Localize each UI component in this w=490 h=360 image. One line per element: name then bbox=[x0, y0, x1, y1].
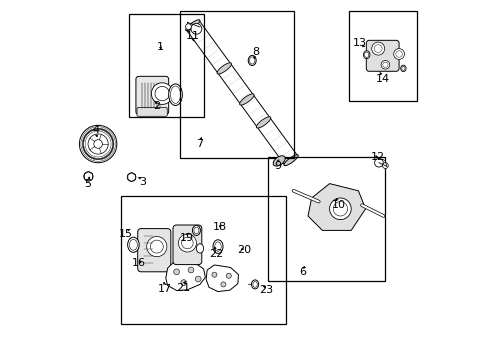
Text: 19: 19 bbox=[180, 233, 194, 243]
Circle shape bbox=[212, 272, 217, 277]
Text: 21: 21 bbox=[176, 283, 190, 293]
Circle shape bbox=[150, 240, 163, 253]
Text: 1: 1 bbox=[157, 42, 164, 52]
Bar bbox=[180, 11, 294, 158]
Text: 4: 4 bbox=[92, 125, 99, 135]
FancyBboxPatch shape bbox=[367, 40, 399, 71]
Text: 20: 20 bbox=[237, 245, 251, 255]
Text: 9: 9 bbox=[274, 161, 281, 171]
Circle shape bbox=[84, 172, 93, 181]
Bar bbox=[121, 196, 286, 324]
Ellipse shape bbox=[240, 94, 254, 105]
Circle shape bbox=[396, 51, 402, 57]
Circle shape bbox=[226, 273, 231, 278]
Text: 18: 18 bbox=[213, 222, 227, 232]
Text: 15: 15 bbox=[119, 229, 133, 239]
Ellipse shape bbox=[256, 117, 271, 128]
Ellipse shape bbox=[248, 55, 256, 66]
Circle shape bbox=[374, 45, 382, 53]
Text: 7: 7 bbox=[196, 139, 203, 149]
Ellipse shape bbox=[193, 225, 200, 235]
Ellipse shape bbox=[253, 282, 257, 287]
Ellipse shape bbox=[251, 280, 259, 289]
Text: 13: 13 bbox=[353, 38, 367, 48]
Text: 22: 22 bbox=[209, 249, 223, 259]
Text: 6: 6 bbox=[299, 267, 306, 277]
FancyBboxPatch shape bbox=[173, 225, 202, 265]
Circle shape bbox=[147, 237, 167, 257]
Circle shape bbox=[188, 267, 194, 273]
Circle shape bbox=[151, 83, 173, 104]
Circle shape bbox=[383, 163, 388, 168]
FancyBboxPatch shape bbox=[138, 229, 171, 272]
Ellipse shape bbox=[186, 20, 200, 31]
Circle shape bbox=[186, 24, 192, 30]
FancyBboxPatch shape bbox=[136, 76, 169, 114]
Circle shape bbox=[196, 276, 201, 282]
Circle shape bbox=[83, 129, 113, 159]
Ellipse shape bbox=[273, 156, 285, 166]
Text: 12: 12 bbox=[371, 152, 385, 162]
Circle shape bbox=[191, 23, 202, 34]
Ellipse shape bbox=[171, 86, 180, 103]
Ellipse shape bbox=[129, 239, 137, 250]
Circle shape bbox=[79, 125, 117, 163]
Ellipse shape bbox=[215, 242, 221, 251]
Ellipse shape bbox=[402, 66, 405, 71]
Circle shape bbox=[178, 234, 196, 252]
Circle shape bbox=[88, 134, 108, 154]
Text: 16: 16 bbox=[132, 258, 146, 268]
Text: 14: 14 bbox=[375, 74, 390, 84]
Ellipse shape bbox=[169, 84, 182, 105]
Ellipse shape bbox=[401, 65, 406, 72]
Ellipse shape bbox=[365, 52, 369, 57]
Circle shape bbox=[381, 60, 390, 69]
Bar bbox=[129, 14, 204, 117]
Circle shape bbox=[330, 198, 351, 220]
Ellipse shape bbox=[127, 237, 139, 252]
Text: 17: 17 bbox=[158, 284, 172, 294]
Bar bbox=[349, 11, 417, 101]
Circle shape bbox=[221, 282, 226, 287]
Text: 10: 10 bbox=[332, 200, 345, 210]
Text: 2: 2 bbox=[153, 101, 160, 111]
Ellipse shape bbox=[284, 155, 298, 166]
Text: 3: 3 bbox=[139, 177, 146, 187]
Ellipse shape bbox=[213, 240, 223, 253]
Polygon shape bbox=[206, 265, 239, 292]
Ellipse shape bbox=[364, 51, 370, 59]
Circle shape bbox=[383, 62, 388, 67]
Text: 8: 8 bbox=[252, 47, 259, 57]
Circle shape bbox=[127, 173, 136, 181]
Text: 5: 5 bbox=[84, 179, 91, 189]
Text: 23: 23 bbox=[259, 285, 273, 295]
Circle shape bbox=[174, 269, 179, 275]
Circle shape bbox=[181, 280, 187, 285]
Circle shape bbox=[94, 140, 102, 148]
Circle shape bbox=[393, 49, 404, 59]
Ellipse shape bbox=[249, 57, 255, 64]
Polygon shape bbox=[166, 261, 205, 291]
Circle shape bbox=[372, 42, 385, 55]
FancyBboxPatch shape bbox=[137, 108, 167, 116]
Ellipse shape bbox=[217, 63, 231, 74]
Polygon shape bbox=[308, 184, 366, 230]
Bar bbox=[269, 157, 386, 281]
Circle shape bbox=[333, 202, 347, 216]
Ellipse shape bbox=[196, 244, 204, 253]
Ellipse shape bbox=[194, 227, 199, 234]
Text: 11: 11 bbox=[186, 31, 200, 41]
Circle shape bbox=[155, 86, 170, 101]
Circle shape bbox=[374, 158, 383, 167]
Circle shape bbox=[182, 237, 193, 249]
